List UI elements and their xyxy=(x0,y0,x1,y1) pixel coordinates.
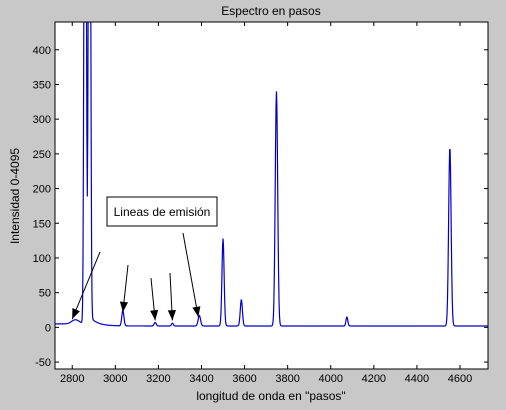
x-tick-label: 3600 xyxy=(232,373,256,385)
y-tick-label: 100 xyxy=(33,253,51,265)
y-tick-label: 200 xyxy=(33,184,51,196)
y-tick-label: -50 xyxy=(35,357,51,369)
x-tick-label: 4200 xyxy=(362,373,386,385)
chart-title: Espectro en pasos xyxy=(221,4,320,18)
curve-layer xyxy=(55,22,488,327)
x-tick-label: 3000 xyxy=(103,373,127,385)
annotation-box xyxy=(106,196,218,227)
spectrum-line xyxy=(55,22,488,327)
x-tick-label: 4400 xyxy=(405,373,429,385)
annotation-arrow-head xyxy=(119,301,128,313)
tick-layer: 2800 3000 3200 3400 3600 3800 4000 4200 4400 4600… xyxy=(33,22,488,385)
y-axis-label: Intensidad 0-4095 xyxy=(8,148,22,244)
y-tick-label: 0 xyxy=(45,322,51,334)
y-tick-label: 50 xyxy=(39,288,51,300)
y-tick-label: 150 xyxy=(33,218,51,230)
x-tick-label: 3400 xyxy=(189,373,213,385)
y-tick-label: 350 xyxy=(33,79,51,91)
x-tick-label: 4600 xyxy=(448,373,472,385)
y-tick-label: 300 xyxy=(33,114,51,126)
annotation-arrow-head xyxy=(72,308,80,319)
plot-frame xyxy=(54,21,489,370)
annotation-arrow-head xyxy=(167,310,176,321)
x-tick-label: 4000 xyxy=(318,373,342,385)
x-tick-label: 2800 xyxy=(60,373,84,385)
x-tick-label: 3200 xyxy=(146,373,170,385)
x-tick-label: 3800 xyxy=(275,373,299,385)
annotation-arrow-head xyxy=(150,309,159,321)
annotation-arrow-head xyxy=(192,306,201,317)
annotation-layer: Lineas de emisión xyxy=(71,196,218,321)
plot-area xyxy=(55,22,488,369)
x-axis-label: longitud de onda en "pasos" xyxy=(196,389,345,403)
y-tick-label: 250 xyxy=(33,149,51,161)
annotation-arrow-shaft xyxy=(182,232,199,318)
annotation-arrow-shaft xyxy=(71,251,101,320)
annotation-text: Lineas de emisión xyxy=(114,205,211,219)
y-tick-label: 400 xyxy=(33,45,51,57)
